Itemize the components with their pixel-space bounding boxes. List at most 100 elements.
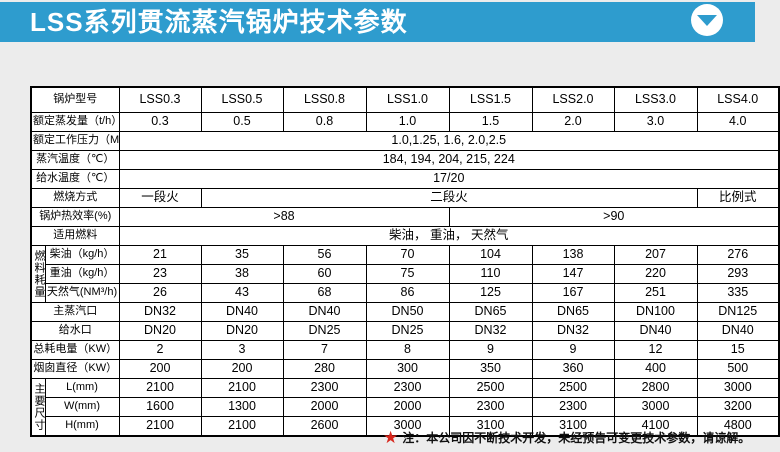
row-label: 柴油（kg/h）	[44, 245, 120, 265]
page-header: LSS系列贯流蒸汽锅炉技术参数	[0, 2, 755, 42]
cell-value: 柴油， 重油， 天然气	[118, 226, 780, 246]
cell-value: 207	[613, 245, 698, 265]
cell-value: 335	[696, 283, 780, 303]
cell-value: 15	[696, 340, 780, 360]
cell-value: DN100	[613, 302, 698, 322]
cell-value: 68	[282, 283, 367, 303]
table-row: 重油（kg/h） 23 38 60 75 110 147 220 293	[31, 264, 780, 284]
cell-value: DN40	[282, 302, 367, 322]
cell-value: 2100	[200, 378, 284, 398]
row-label: W(mm)	[44, 397, 120, 417]
table-row: H(mm) 2100 2100 2600 3000 3100 3100 4100 4800	[31, 416, 780, 437]
specs-table: 锅炉型号 LSS0.3 LSS0.5 LSS0.8 LSS1.0 LSS1.5 LSS2.0…	[30, 86, 780, 437]
table-row: 额定蒸发量（t/h） 0.3 0.5 0.8 1.0 1.5 2.0 3.0 4.0	[30, 112, 780, 132]
cell-value: 3000	[365, 416, 450, 437]
cell-value: 125	[448, 283, 533, 303]
page-title: LSS系列贯流蒸汽锅炉技术参数	[30, 7, 408, 37]
cell-value: 360	[531, 359, 615, 379]
cell-value: LSS1.0	[365, 86, 450, 113]
cell-value: 251	[613, 283, 698, 303]
vertical-group-label: 燃料耗量	[30, 245, 46, 303]
cell-value: 220	[613, 264, 698, 284]
cell-value: 9	[531, 340, 615, 360]
cell-value: 56	[282, 245, 367, 265]
cell-value: 104	[448, 245, 533, 265]
row-label: H(mm)	[44, 416, 120, 437]
row-label: 天然气(NM³/h)	[44, 283, 120, 303]
cell-value: 3.0	[613, 112, 698, 132]
table-row: 主要尺寸 L(mm) 2100 2100 2300 2300 2500 2500 2800 300…	[30, 378, 780, 437]
cell-value: 12	[613, 340, 698, 360]
cell-value: 2500	[448, 378, 533, 398]
cell-value: 8	[365, 340, 450, 360]
cell-value: >88	[118, 207, 450, 227]
cell-value: 3100	[448, 416, 533, 437]
cell-value: 147	[531, 264, 615, 284]
cell-value: 350	[448, 359, 533, 379]
cell-value: DN32	[118, 302, 202, 322]
cell-value: 2300	[282, 378, 367, 398]
cell-value: DN50	[365, 302, 450, 322]
cell-value: 3200	[696, 397, 780, 417]
cell-value: DN40	[696, 321, 780, 341]
cell-value: DN25	[282, 321, 367, 341]
cell-value: 3000	[696, 378, 780, 398]
cell-value: 400	[613, 359, 698, 379]
cell-value: 17/20	[118, 169, 780, 189]
cell-value: 3	[200, 340, 284, 360]
cell-value: 1.0,1.25, 1.6, 2.0,2.5	[118, 131, 780, 151]
cell-value: 23	[118, 264, 202, 284]
table-row: 给水口 DN20 DN20 DN25 DN25 DN32 DN32 DN40 DN40	[30, 321, 780, 341]
cell-value: 276	[696, 245, 780, 265]
table-row: 主蒸汽口 DN32 DN40 DN40 DN50 DN65 DN65 DN100 DN125	[30, 302, 780, 322]
cell-value: 138	[531, 245, 615, 265]
cell-value: 1.5	[448, 112, 533, 132]
specs-table-body: 锅炉型号 LSS0.3 LSS0.5 LSS0.8 LSS1.0 LSS1.5 LSS2.0…	[30, 86, 780, 437]
cell-value: 200	[200, 359, 284, 379]
cell-value: 60	[282, 264, 367, 284]
table-row: 蒸汽温度（℃） 184, 194, 204, 215, 224	[30, 150, 780, 170]
cell-value: 500	[696, 359, 780, 379]
cell-value: 200	[118, 359, 202, 379]
row-label: 总耗电量（KW）	[30, 340, 120, 360]
row-label: 额定蒸发量（t/h）	[30, 112, 120, 132]
cell-value: DN20	[118, 321, 202, 341]
row-label: 给水口	[30, 321, 120, 341]
table-row: 烟囱直径（KW） 200 200 280 300 350 360 400 500	[30, 359, 780, 379]
cell-value: 3000	[613, 397, 698, 417]
row-label: 额定工作压力（Map）	[30, 131, 120, 151]
cell-value: LSS0.3	[118, 86, 202, 113]
cell-value: LSS1.5	[448, 86, 533, 113]
cell-value: 75	[365, 264, 450, 284]
cell-value: DN40	[613, 321, 698, 341]
cell-value: 26	[118, 283, 202, 303]
cell-value: 110	[448, 264, 533, 284]
table-row: 总耗电量（KW） 2 3 7 8 9 9 12 15	[30, 340, 780, 360]
row-label: 给水温度（℃）	[30, 169, 120, 189]
cell-value: DN32	[531, 321, 615, 341]
row-label: 燃烧方式	[30, 188, 120, 208]
cell-value: 2600	[282, 416, 367, 437]
cell-value: 21	[118, 245, 202, 265]
table-row: W(mm) 1600 1300 2000 2000 2300 2300 3000 3200	[31, 397, 780, 417]
footer-note: ★ 注：本公司因不断技术开发，未经预告可变更技术参数，请谅解。	[383, 429, 750, 446]
row-label: 重油（kg/h）	[44, 264, 120, 284]
cell-value: 4100	[613, 416, 698, 437]
cell-value: 9	[448, 340, 533, 360]
cell-value: 7	[282, 340, 367, 360]
cell-value: 35	[200, 245, 284, 265]
collapse-button[interactable]	[691, 4, 723, 36]
cell-value: 2.0	[531, 112, 615, 132]
cell-value: 2	[118, 340, 202, 360]
cell-value: 2000	[282, 397, 367, 417]
cell-value: 184, 194, 204, 215, 224	[118, 150, 780, 170]
cell-value: DN25	[365, 321, 450, 341]
row-label: 适用燃料	[30, 226, 120, 246]
row-label: 烟囱直径（KW）	[30, 359, 120, 379]
cell-value: 0.5	[200, 112, 284, 132]
table-row: 适用燃料 柴油， 重油， 天然气	[30, 226, 780, 246]
cell-value: 一段火	[118, 188, 202, 208]
cell-value: 70	[365, 245, 450, 265]
cell-value: DN65	[448, 302, 533, 322]
table-row: 燃料耗量 柴油（kg/h） 21 35 56 70 104 138 207 276	[30, 245, 780, 303]
